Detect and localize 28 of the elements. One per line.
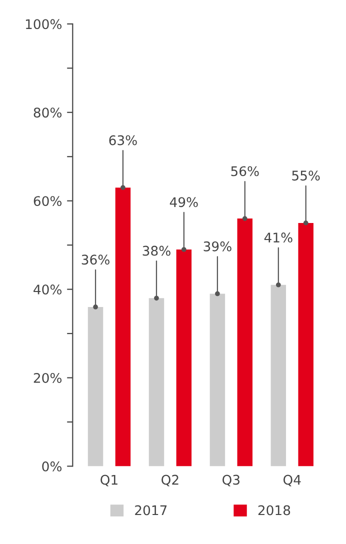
y-tick-label: 0% (42, 461, 62, 472)
legend-label: 2017 (135, 505, 167, 516)
bar (148, 298, 164, 466)
data-label: 63% (109, 135, 137, 146)
y-tick-label: 60% (34, 196, 62, 206)
x-tick-label: Q3 (222, 474, 240, 486)
x-tick-label: Q4 (283, 474, 301, 486)
x-tick-label: Q1 (100, 474, 118, 486)
y-tick-label: 80% (34, 108, 62, 118)
bar (210, 294, 226, 466)
bar (298, 222, 314, 466)
bar (176, 249, 192, 466)
bar (115, 188, 131, 466)
y-tick-label: 20% (34, 372, 62, 383)
bar (88, 306, 104, 466)
data-label: 39% (204, 241, 232, 252)
bar (270, 284, 286, 466)
legend-label: 2018 (258, 505, 290, 516)
y-tick-label: 40% (34, 284, 62, 294)
data-label: 55% (292, 170, 320, 181)
data-label: 36% (82, 254, 110, 265)
data-label: 56% (231, 166, 259, 176)
data-label: 49% (170, 197, 198, 208)
x-tick-label: Q2 (162, 474, 178, 486)
y-tick-label: 100% (26, 19, 62, 30)
bar (237, 218, 252, 466)
data-label: 41% (264, 232, 292, 243)
data-label: 38% (142, 246, 170, 256)
